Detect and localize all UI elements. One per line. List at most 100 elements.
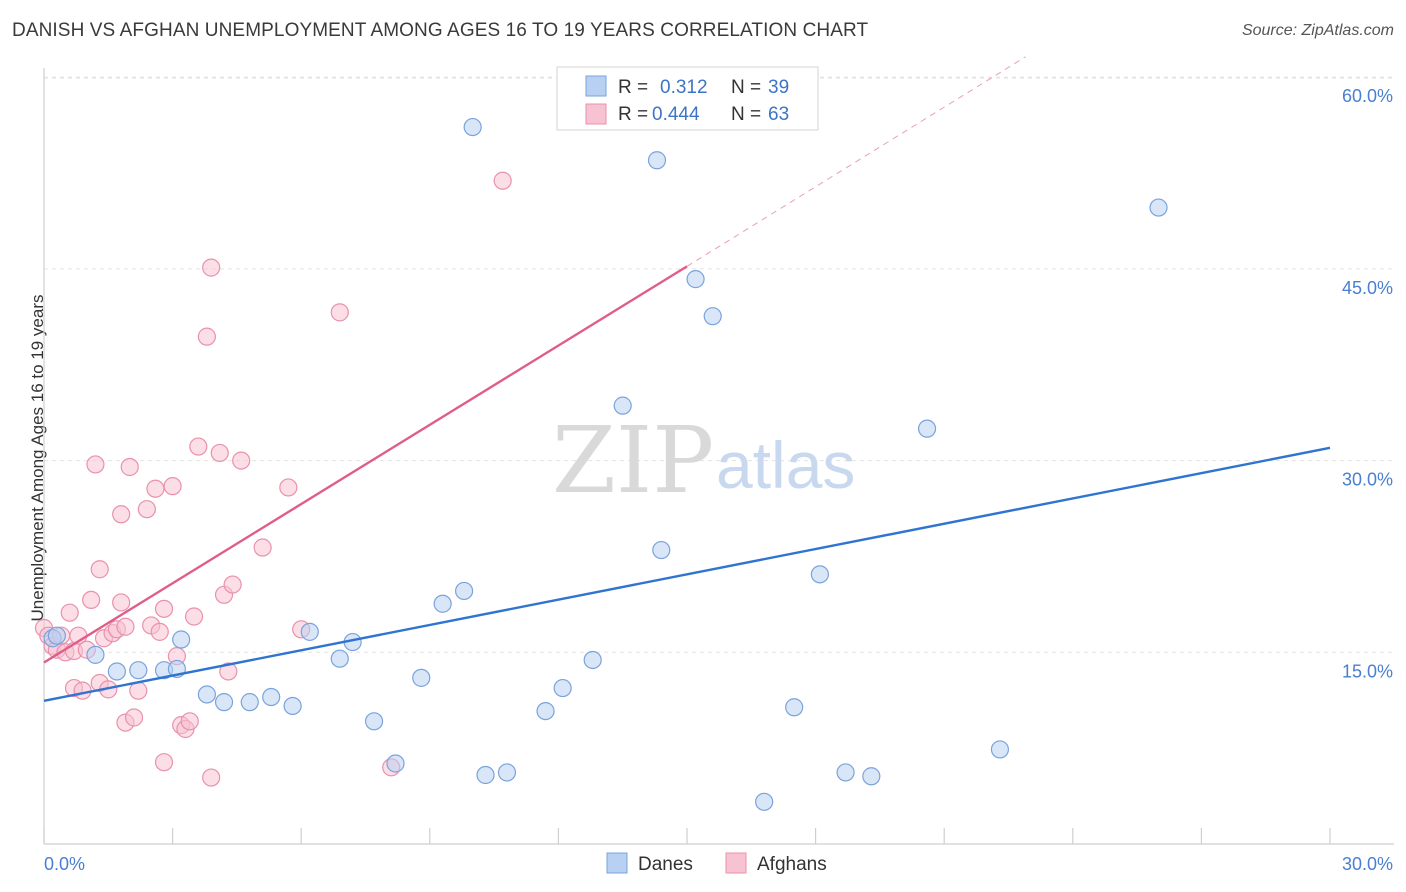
axes xyxy=(43,68,1394,845)
afghans-point xyxy=(279,478,298,497)
chart-title: DANISH VS AFGHAN UNEMPLOYMENT AMONG AGES… xyxy=(12,20,869,41)
afghans-point xyxy=(116,617,135,636)
danes-points xyxy=(43,117,1168,811)
afghans-point xyxy=(146,479,165,498)
danes-point xyxy=(364,712,384,731)
danes-point xyxy=(214,693,234,712)
danes-point xyxy=(463,117,482,137)
afghans-point xyxy=(60,603,79,622)
danes-point xyxy=(703,307,722,326)
watermark-atlas: atlas xyxy=(716,428,855,502)
danes-point xyxy=(686,270,705,289)
danes-point xyxy=(476,765,495,785)
danes-point xyxy=(330,649,349,668)
danes-point xyxy=(836,763,855,782)
legend-r-value-danes: 0.312 xyxy=(660,77,708,98)
afghans-point xyxy=(163,477,182,496)
afghans-point xyxy=(180,712,199,731)
afghans-point xyxy=(202,768,221,787)
danes-point xyxy=(810,565,829,584)
y-tick-label: 15.0% xyxy=(1342,661,1393,681)
afghans-point xyxy=(154,599,174,618)
trend-lines xyxy=(43,56,1331,703)
danes-point xyxy=(652,540,671,560)
afghans-point xyxy=(120,457,139,477)
afghans-point xyxy=(86,455,105,474)
x-tick-label: 30.0% xyxy=(1342,854,1393,874)
bottom-legend: Danes Afghans xyxy=(606,852,827,875)
afghans-point xyxy=(150,622,169,641)
legend-n-label-danes: N = xyxy=(731,77,761,98)
afghans-point xyxy=(112,505,131,524)
bottom-legend-swatch-afghans xyxy=(725,852,747,874)
danes-point xyxy=(262,687,281,707)
bottom-legend-swatch-danes xyxy=(606,852,628,874)
danes-point xyxy=(433,594,452,613)
legend-n-value-afghans: 63 xyxy=(768,104,789,125)
legend-swatch-danes xyxy=(585,75,607,97)
x-tick-label: 0.0% xyxy=(44,854,85,874)
danes-point xyxy=(553,678,572,698)
afghans-point xyxy=(124,708,144,727)
afghans-point xyxy=(493,171,512,190)
danes-point xyxy=(86,645,105,664)
y-tick-labels: 15.0% 30.0% 45.0% 60.0% xyxy=(1342,86,1393,681)
afghans-point xyxy=(330,303,349,322)
danes-point xyxy=(917,419,937,438)
legend-r-value-afghans: 0.444 xyxy=(652,104,700,125)
afghans-point xyxy=(219,662,238,681)
danes-point xyxy=(47,626,66,645)
afghans-point xyxy=(73,681,92,700)
afghans-point xyxy=(137,500,156,519)
afghans-point xyxy=(202,258,221,277)
afghans-trend-extension xyxy=(686,56,1026,267)
legend-r-label-afghans: R = xyxy=(618,104,648,125)
danes-point xyxy=(1149,198,1168,217)
y-tick-label: 60.0% xyxy=(1342,86,1393,106)
danes-point xyxy=(862,767,881,786)
chart-source: Source: ZipAtlas.com xyxy=(1241,22,1394,39)
top-legend: R = 0.312 N = 39 R = 0.444 N = 63 xyxy=(556,66,819,131)
watermark: ZIP atlas xyxy=(552,407,855,514)
danes-point xyxy=(583,650,602,670)
danes-point xyxy=(197,685,216,704)
afghans-point xyxy=(189,437,208,456)
grid-lines xyxy=(44,76,1394,653)
watermark-zip: ZIP xyxy=(552,407,714,514)
afghans-point xyxy=(232,451,251,470)
legend-swatch-afghans xyxy=(585,103,607,125)
danes-point xyxy=(172,630,191,649)
afghans-point xyxy=(253,538,272,557)
danes-point xyxy=(300,622,319,641)
danes-point xyxy=(454,581,474,601)
afghans-point xyxy=(112,593,131,612)
afghans-point xyxy=(223,575,242,594)
y-tick-label: 30.0% xyxy=(1342,470,1393,490)
danes-point xyxy=(785,698,804,717)
danes-point xyxy=(129,661,148,680)
danes-point xyxy=(386,754,405,773)
legend-r-label-danes: R = xyxy=(618,77,648,98)
afghans-point xyxy=(90,560,109,579)
y-tick-label: 45.0% xyxy=(1342,278,1393,298)
x-tick-labels: 0.0% 30.0% xyxy=(44,854,1393,874)
afghans-trend-line xyxy=(43,265,688,664)
danes-point xyxy=(240,693,259,712)
danes-point xyxy=(990,740,1010,759)
danes-point xyxy=(536,701,555,721)
afghans-point xyxy=(210,443,229,463)
legend-n-label-afghans: N = xyxy=(731,104,761,125)
danes-point xyxy=(613,396,632,415)
bottom-legend-danes: Danes xyxy=(638,854,693,875)
danes-point xyxy=(755,792,774,811)
afghans-point xyxy=(197,327,216,346)
danes-point xyxy=(283,696,302,716)
afghans-point xyxy=(154,753,174,772)
danes-trend-line xyxy=(43,446,1331,703)
danes-point xyxy=(412,668,431,687)
bottom-legend-afghans: Afghans xyxy=(757,854,827,875)
afghans-point xyxy=(184,607,204,626)
danes-point xyxy=(647,151,667,170)
danes-point xyxy=(497,763,517,782)
